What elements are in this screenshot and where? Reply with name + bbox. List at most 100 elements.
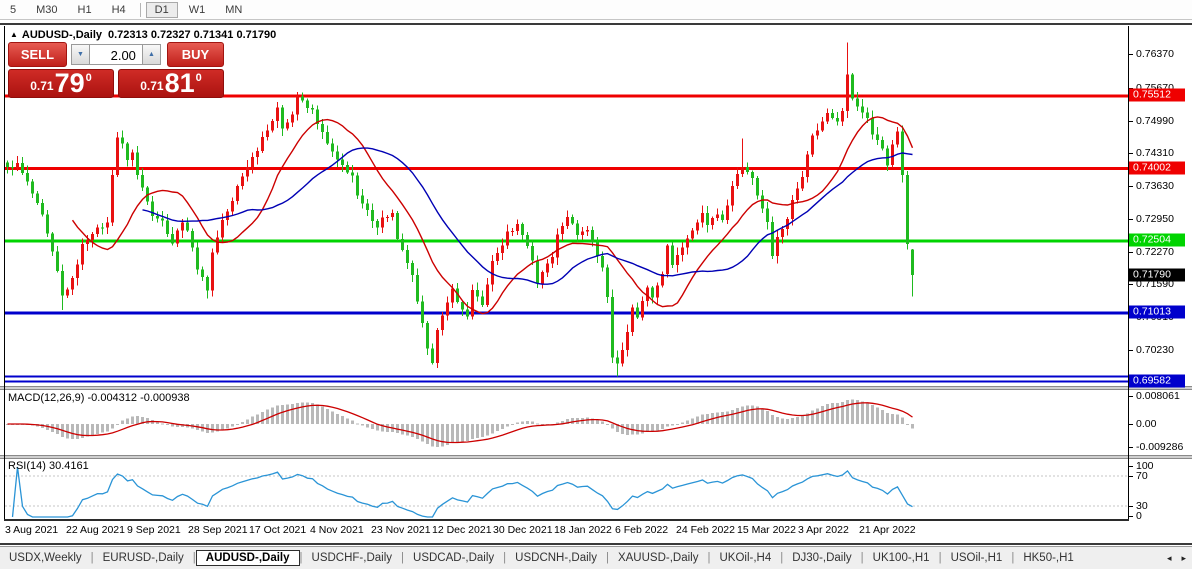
time-axis-border: [4, 519, 1129, 521]
timeframe-button-mn[interactable]: MN: [225, 3, 243, 16]
price-level-line-0.75512[interactable]: [5, 94, 1128, 98]
price-level-line-0.72504[interactable]: [5, 239, 1128, 243]
volume-increase-button[interactable]: ▲: [141, 44, 161, 65]
macd-histogram-bar: [616, 424, 619, 433]
chart-tab-usdx-weekly[interactable]: USDX,Weekly: [9, 552, 82, 564]
chart-tab-hk50-h1[interactable]: HK50-,H1: [1023, 552, 1074, 564]
buy-button[interactable]: BUY: [166, 42, 224, 67]
chart-tab-usdchf-daily[interactable]: USDCHF-,Daily: [311, 552, 393, 564]
chart-tab-audusd-daily[interactable]: AUDUSD-,Daily: [195, 550, 300, 566]
candle-body: [796, 188, 799, 201]
macd-histogram-bar: [166, 424, 169, 425]
tab-scroll-left-icon[interactable]: ◂: [1166, 552, 1172, 563]
macd-histogram-bar: [311, 403, 314, 424]
chart-tab-usdcad-daily[interactable]: USDCAD-,Daily: [413, 552, 495, 564]
macd-histogram-bar: [536, 423, 539, 425]
pane-splitter[interactable]: [0, 455, 1192, 459]
macd-histogram-bar: [556, 422, 559, 424]
chart-tab-usdcnh-daily[interactable]: USDCNH-,Daily: [515, 552, 597, 564]
date-axis-label: 23 Nov 2021: [371, 524, 431, 536]
macd-histogram-bar: [281, 405, 284, 424]
candle-body: [791, 200, 794, 220]
date-axis-label: 24 Feb 2022: [676, 524, 735, 536]
candle-body: [281, 107, 284, 129]
tab-scroll-right-icon[interactable]: ▸: [1181, 552, 1186, 563]
chart-tab-uk100-h1[interactable]: UK100-,H1: [872, 552, 930, 564]
tab-separator: |: [299, 552, 303, 564]
timeframe-button-h4[interactable]: H4: [111, 3, 126, 16]
sell-button[interactable]: SELL: [8, 42, 67, 67]
macd-histogram-bar: [791, 418, 794, 424]
candle-body: [651, 287, 654, 298]
candle-body: [566, 217, 569, 227]
macd-histogram-bar: [836, 402, 839, 424]
price-badge-0.72504: 0.72504: [1129, 233, 1185, 247]
macd-histogram-bar: [511, 424, 514, 425]
chart-tab-usoil-h1[interactable]: USOil-,H1: [950, 552, 1003, 564]
bid-price-box[interactable]: 0.71 79 0: [8, 69, 114, 98]
rsi-axis-tick: [1128, 466, 1133, 467]
macd-histogram-bar: [331, 411, 334, 424]
macd-histogram-bar: [326, 408, 329, 424]
rsi-pane[interactable]: [5, 458, 1128, 519]
price-badge-0.74002: 0.74002: [1129, 161, 1185, 175]
candle-body: [846, 74, 849, 112]
macd-histogram-bar: [626, 424, 629, 435]
macd-histogram-bar: [841, 402, 844, 424]
price-axis-label: 0.76370: [1136, 48, 1174, 60]
chart-tab-ukoil-h4[interactable]: UKOil-,H4: [719, 552, 772, 564]
timeframe-button-5[interactable]: 5: [10, 3, 17, 16]
candle-body: [911, 249, 914, 275]
macd-histogram-bar: [651, 424, 654, 432]
price-axis-tick: [1128, 54, 1133, 55]
pane-splitter[interactable]: [0, 386, 1192, 390]
macd-pane[interactable]: [5, 390, 1128, 455]
candle-body: [661, 274, 664, 286]
price-level-line-0.6968[interactable]: [5, 375, 1128, 378]
rsi-axis-label: 100: [1136, 460, 1154, 472]
macd-histogram-bar: [241, 422, 244, 424]
candle-body: [416, 274, 419, 302]
candle-body: [721, 214, 724, 221]
candle-body: [501, 245, 504, 254]
main-chart-pane[interactable]: [5, 26, 1128, 386]
chart-tab-eurusd-daily[interactable]: EURUSD-,Daily: [102, 552, 184, 564]
macd-histogram-bar: [296, 402, 299, 424]
candle-body: [341, 159, 344, 166]
macd-histogram-bar: [171, 424, 174, 427]
timeframe-button-d1[interactable]: D1: [145, 1, 178, 18]
price-level-line-0.71013[interactable]: [5, 311, 1128, 315]
price-level-line-0.74002[interactable]: [5, 167, 1128, 171]
macd-label: MACD(12,26,9) -0.004312 -0.000938: [8, 392, 190, 404]
candle-body: [236, 186, 239, 201]
candle-body: [616, 357, 619, 364]
volume-input[interactable]: 2.00: [89, 44, 142, 65]
timeframe-button-m30[interactable]: M30: [36, 3, 58, 16]
timeframe-button-w1[interactable]: W1: [188, 3, 206, 16]
macd-histogram-bar: [386, 424, 389, 432]
chart-tab-xauusd-daily[interactable]: XAUUSD-,Daily: [617, 552, 699, 564]
candle-body: [261, 137, 264, 151]
volume-decrease-button[interactable]: ▼: [70, 44, 90, 65]
candle-body: [181, 222, 184, 231]
candle-body: [676, 255, 679, 266]
chart-ohlc-values: 0.72313 0.72327 0.71341 0.71790: [108, 29, 277, 41]
macd-histogram-bar: [636, 424, 639, 435]
candle-body: [781, 229, 784, 237]
price-level-line-0.69582[interactable]: [5, 380, 1128, 383]
collapse-triangle-icon[interactable]: ▲: [10, 30, 18, 39]
macd-histogram-bar: [601, 421, 604, 424]
macd-histogram-bar: [741, 406, 744, 424]
candle-body: [86, 240, 89, 244]
price-axis-label: 0.74990: [1136, 115, 1174, 127]
macd-histogram-bar: [686, 420, 689, 424]
macd-histogram-bar: [796, 417, 799, 424]
macd-histogram-bar: [231, 424, 234, 427]
timeframe-button-h1[interactable]: H1: [77, 3, 92, 16]
macd-histogram-bar: [621, 424, 624, 435]
candle-body: [406, 249, 409, 263]
date-axis-label: 3 Apr 2022: [798, 524, 849, 536]
ask-price-box[interactable]: 0.71 81 0: [118, 69, 224, 98]
macd-histogram-bar: [346, 418, 349, 424]
chart-tab-dj30-daily[interactable]: DJ30-,Daily: [792, 552, 852, 564]
